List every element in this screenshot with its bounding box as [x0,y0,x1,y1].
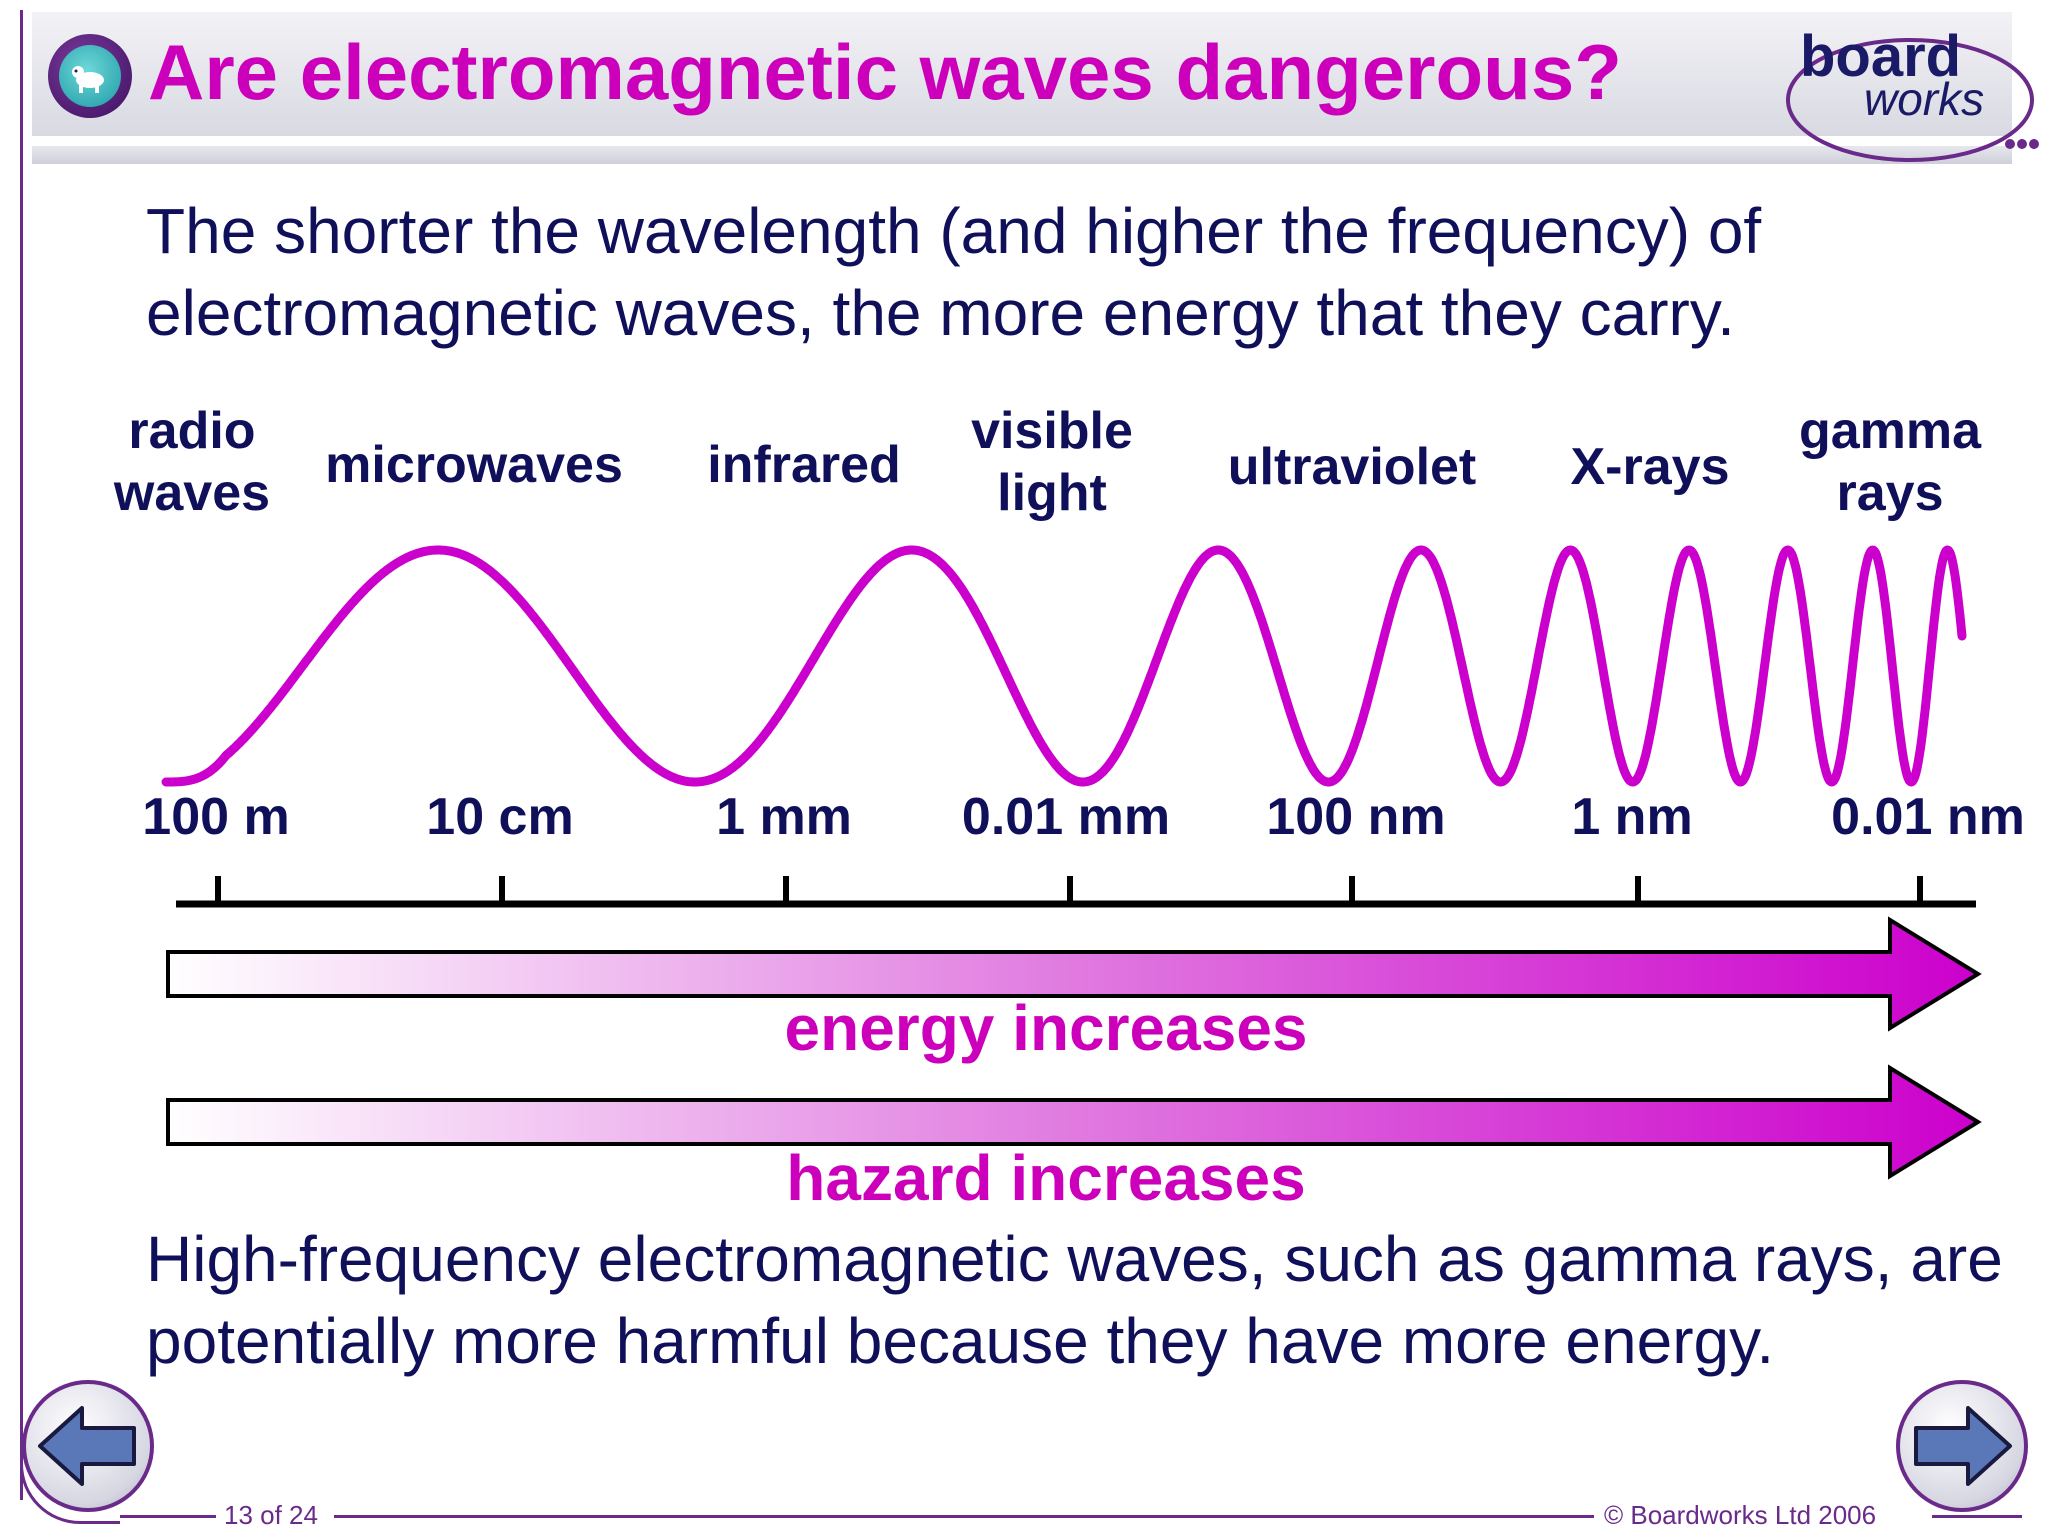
copyright-text: © Boardworks Ltd 2006 [1604,1500,1877,1530]
slide-frame-left [20,10,23,1500]
hazard-arrow [166,1064,1982,1180]
band-label-line: light [997,464,1107,522]
band-label-line: waves [113,464,271,522]
energy-arrow [166,916,1982,1032]
em-wave-line [161,545,1967,787]
wavelength-label: 1 mm [716,788,852,846]
wavelength-label: 0.01 nm [1831,788,2025,846]
cartoon-animal-glyph [72,66,104,93]
band-label-radio: radio waves [114,400,270,524]
hazard-arrow-shape [166,1064,1982,1180]
conclusion-paragraph: High-frequency electromagnetic waves, su… [146,1223,2003,1377]
band-label-xrays: X-rays [1571,436,1730,498]
band-label-visible: visible light [971,400,1133,524]
previous-slide-button[interactable] [22,1380,154,1512]
header-underline [32,146,2012,164]
wavelength-label: 0.01 mm [961,788,1171,846]
logo-text-board: board [1800,24,1962,89]
hazard-increases-label: hazard increases [786,1142,1306,1214]
footer-rule-middle [334,1515,1594,1518]
band-label-line: gamma [1798,402,1982,460]
band-label-ultraviolet: ultraviolet [1228,436,1477,498]
arrow-left-icon [38,1406,136,1486]
wavelength-label: 1 nm [1571,788,1693,846]
next-slide-button[interactable] [1896,1380,2028,1512]
band-label-line: ultraviolet [1227,438,1477,496]
cartoon-tv-icon-inner [59,45,121,107]
wavelength-label: 100 nm [1266,788,1446,846]
footer-rule-left [120,1515,216,1518]
band-label-line: infrared [707,436,901,494]
band-label-line: X-rays [1570,438,1730,496]
arrow-right-icon [1914,1406,2012,1486]
wavelength-label: 100 m [142,788,290,846]
page-indicator: 13 of 24 [224,1500,318,1530]
wavelength-label: 10 cm [426,788,574,846]
cartoon-tv-icon [48,34,132,118]
band-label-gamma: gamma rays [1799,400,1981,524]
band-label-line: visible [971,402,1133,460]
page-title: Are electromagnetic waves dangerous? [148,28,1622,116]
wavelength-scale-axis [176,876,1976,908]
energy-arrow-shape [166,916,1982,1032]
band-label-line: microwaves [325,436,623,494]
boardworks-logo [1786,38,2039,162]
band-label-infrared: infrared [707,434,901,496]
energy-increases-label: energy increases [784,992,1308,1064]
logo-text-works: works [1864,73,1985,125]
band-label-line: rays [1836,464,1944,522]
footer-rule-right [1932,1515,2022,1518]
header-band [32,12,2012,136]
band-label-line: radio [128,402,256,460]
band-label-microwaves: microwaves [325,434,623,496]
intro-paragraph: The shorter the wavelength (and higher t… [146,195,1762,349]
